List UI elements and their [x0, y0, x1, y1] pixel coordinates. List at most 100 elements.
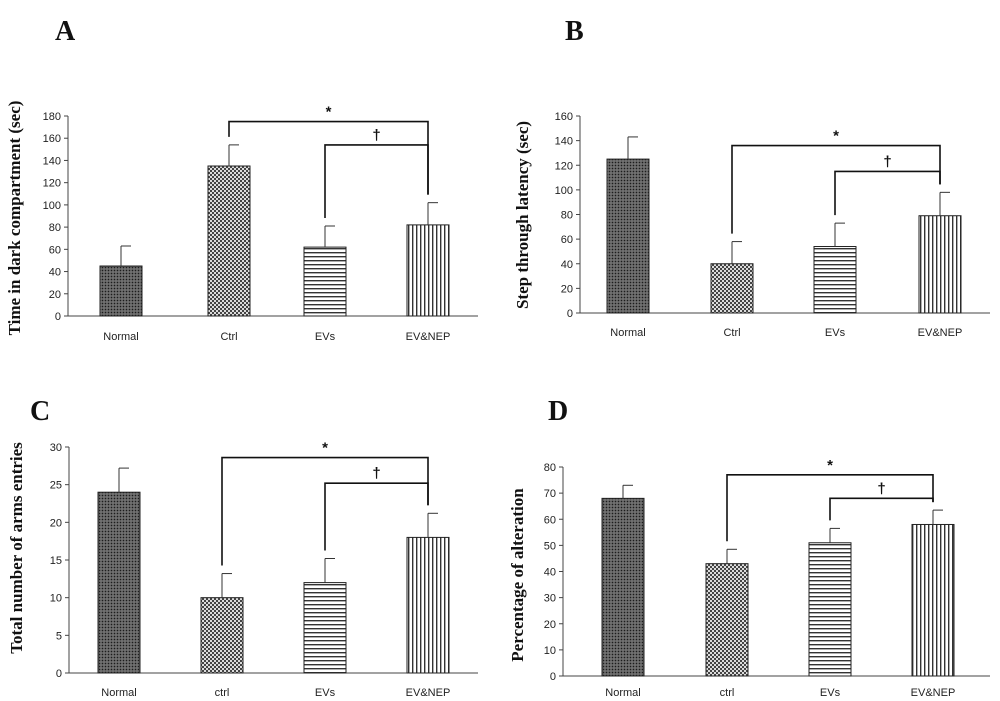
- significance-bracket: [726, 474, 934, 542]
- category-label: EVs: [825, 327, 846, 339]
- significance-symbol: *: [322, 440, 328, 457]
- y-tick-label: 5: [56, 630, 62, 642]
- y-tick-label: 40: [544, 567, 556, 579]
- significance-bracket: [829, 497, 934, 521]
- y-tick-label: 50: [544, 540, 556, 552]
- category-label: Normal: [610, 327, 645, 339]
- bar-normal: [606, 158, 650, 314]
- panel-letter-b: B: [565, 16, 584, 47]
- panel-letter-d: D: [548, 396, 568, 427]
- significance-symbol: *: [326, 104, 332, 121]
- y-tick-label: 10: [50, 593, 62, 605]
- bar-ev-nep: [406, 224, 450, 317]
- y-tick-label: 25: [50, 480, 62, 492]
- panel-a: A Time in dark compartment (sec) 0 20 40 60…: [5, 16, 478, 343]
- plot-area: 0 5 10 15 20 25 30 Normal ctrl EVs EV&NEP * †: [50, 440, 478, 699]
- y-tick-label: 180: [43, 111, 61, 123]
- y-tick-label: 0: [56, 668, 62, 680]
- significance-symbol: †: [877, 480, 885, 497]
- category-label: ctrl: [215, 687, 230, 699]
- category-label: EV&NEP: [406, 687, 451, 699]
- plot-area: 0 20 40 60 80 100 120 140 160 Normal Ctrl EVs EV&NEP…: [555, 111, 990, 339]
- y-tick-label: 100: [555, 185, 573, 197]
- panel-d: D Percentage of alteration 0 10 20 30 40 50 60…: [508, 396, 990, 699]
- panel-letter-a: A: [55, 16, 76, 47]
- significance-bracket: [834, 170, 941, 216]
- significance-symbol: *: [827, 457, 833, 474]
- significance-symbol: †: [372, 465, 380, 482]
- bar-ctrl: [200, 597, 244, 674]
- bar-normal: [99, 265, 143, 317]
- panel-c: C Total number of arms entries 0 5 10 15 20 2…: [7, 396, 478, 699]
- y-tick-label: 30: [544, 593, 556, 605]
- panel-b: B Step through latency (sec) 0 20 40 60 80 10…: [513, 16, 990, 339]
- y-tick-label: 0: [550, 671, 556, 683]
- category-label: EV&NEP: [911, 687, 956, 699]
- significance-symbol: †: [883, 153, 891, 170]
- y-tick-label: 140: [555, 136, 573, 148]
- y-tick-label: 0: [55, 311, 61, 323]
- y-tick-label: 20: [49, 289, 61, 301]
- y-tick-label: 120: [43, 178, 61, 190]
- plot-area: 0 20 40 60 80 100 120 140 160 180 Normal Ctrl EVs EV&…: [43, 104, 478, 343]
- category-label: Normal: [101, 687, 136, 699]
- significance-bracket: [228, 120, 429, 195]
- y-tick-label: 100: [43, 200, 61, 212]
- bar-evs: [303, 246, 347, 317]
- bar-evs: [808, 542, 852, 677]
- y-tick-label: 80: [561, 210, 573, 222]
- y-tick-label: 20: [561, 283, 573, 295]
- y-tick-label: 10: [544, 645, 556, 657]
- panel-letter-c: C: [30, 396, 50, 427]
- bar-ctrl: [710, 263, 754, 314]
- y-tick-label: 70: [544, 488, 556, 500]
- bar-evs: [813, 246, 857, 314]
- category-label: EV&NEP: [406, 331, 451, 343]
- y-tick-label: 0: [567, 308, 573, 320]
- y-axis-label: Percentage of alteration: [508, 488, 527, 662]
- significance-bracket: [324, 144, 429, 218]
- y-tick-label: 60: [49, 244, 61, 256]
- y-tick-label: 120: [555, 160, 573, 172]
- category-label: ctrl: [720, 687, 735, 699]
- y-tick-label: 60: [544, 514, 556, 526]
- category-label: Normal: [103, 331, 138, 343]
- bar-ev-nep: [911, 523, 955, 677]
- category-label: Normal: [605, 687, 640, 699]
- bar-ctrl: [705, 563, 749, 677]
- y-axis-label: Step through latency (sec): [513, 121, 532, 309]
- significance-bracket: [324, 482, 429, 551]
- significance-symbol: *: [833, 128, 839, 145]
- y-tick-label: 60: [561, 234, 573, 246]
- y-tick-label: 15: [50, 555, 62, 567]
- bar-ev-nep: [406, 536, 450, 674]
- y-tick-label: 40: [561, 259, 573, 271]
- category-label: Ctrl: [220, 331, 237, 343]
- y-axis-label: Time in dark compartment (sec): [5, 101, 24, 336]
- significance-symbol: †: [372, 127, 380, 144]
- category-label: EVs: [820, 687, 841, 699]
- plot-area: 0 10 20 30 40 50 60 70 80 Normal ctrl EVs EV&NEP * †: [544, 457, 990, 699]
- y-tick-label: 160: [43, 133, 61, 145]
- category-label: Ctrl: [723, 327, 740, 339]
- y-tick-label: 40: [49, 267, 61, 279]
- y-tick-label: 80: [49, 222, 61, 234]
- bar-ev-nep: [918, 215, 962, 314]
- bar-evs: [303, 582, 347, 674]
- category-label: EVs: [315, 331, 336, 343]
- y-tick-label: 20: [50, 517, 62, 529]
- bar-ctrl: [207, 165, 251, 317]
- category-label: EV&NEP: [918, 327, 963, 339]
- bar-normal: [601, 497, 645, 677]
- category-label: EVs: [315, 687, 336, 699]
- y-tick-label: 80: [544, 462, 556, 474]
- y-tick-label: 140: [43, 155, 61, 167]
- y-tick-label: 20: [544, 619, 556, 631]
- y-tick-label: 160: [555, 111, 573, 123]
- significance-bracket: [731, 144, 941, 234]
- y-axis-label: Total number of arms entries: [7, 442, 26, 654]
- bar-normal: [97, 491, 141, 674]
- y-tick-label: 30: [50, 442, 62, 454]
- significance-bracket: [221, 456, 429, 566]
